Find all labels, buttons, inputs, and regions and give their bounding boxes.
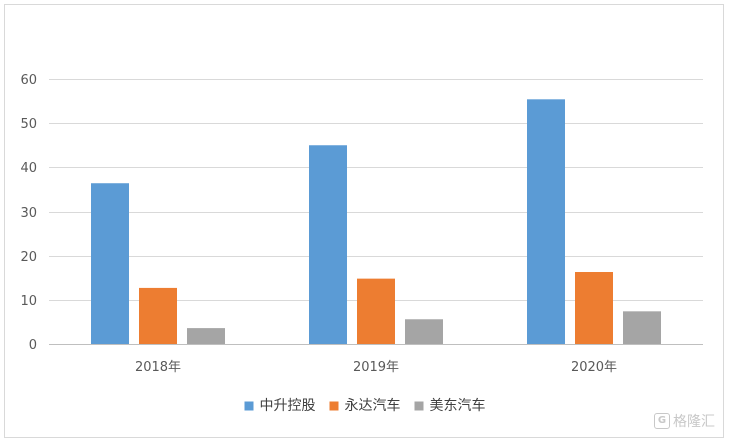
y-tick-label: 10 <box>20 294 37 309</box>
bar-3-3 <box>623 311 661 344</box>
bar-3-1 <box>187 328 225 344</box>
watermark-text: 格隆汇 <box>673 414 715 430</box>
bar-2-3 <box>575 272 613 344</box>
x-axis-ticks: 2018年 2019年 2020年 <box>135 360 617 375</box>
y-tick-label: 60 <box>20 73 37 88</box>
bar-chart: 0 10 20 30 40 50 60 2018年 2019年 2020年 中升控股 永达汽车 美东… <box>20 73 703 414</box>
legend-swatch <box>329 401 339 411</box>
bar-2-1 <box>139 287 177 344</box>
chart-frame: 0 10 20 30 40 50 60 2018年 2019年 2020年 中升控股 永达汽车 美东… <box>4 4 724 438</box>
y-tick-label: 0 <box>29 338 37 353</box>
y-tick-label: 40 <box>20 161 37 176</box>
x-tick-label: 2019年 <box>353 360 399 375</box>
legend-swatch <box>414 401 424 411</box>
legend-label: 中升控股 <box>260 398 316 414</box>
bar-2-2 <box>357 278 395 344</box>
watermark-logo-icon: G <box>654 413 670 429</box>
bar-1-3 <box>527 99 565 344</box>
y-tick-label: 30 <box>20 206 37 221</box>
x-tick-label: 2018年 <box>135 360 181 375</box>
legend-swatch <box>244 401 254 411</box>
bars <box>91 99 661 344</box>
legend-label: 美东汽车 <box>430 397 486 414</box>
y-axis-ticks: 0 10 20 30 40 50 60 <box>20 73 37 353</box>
x-tick-label: 2020年 <box>571 360 617 375</box>
watermark: G 格隆汇 <box>654 411 715 431</box>
y-tick-label: 50 <box>20 117 37 132</box>
y-tick-label: 20 <box>20 250 37 265</box>
bar-1-1 <box>91 183 129 344</box>
bar-1-2 <box>309 145 347 344</box>
bar-3-2 <box>405 319 443 344</box>
legend: 中升控股 永达汽车 美东汽车 <box>244 397 486 414</box>
legend-label: 永达汽车 <box>345 397 401 414</box>
